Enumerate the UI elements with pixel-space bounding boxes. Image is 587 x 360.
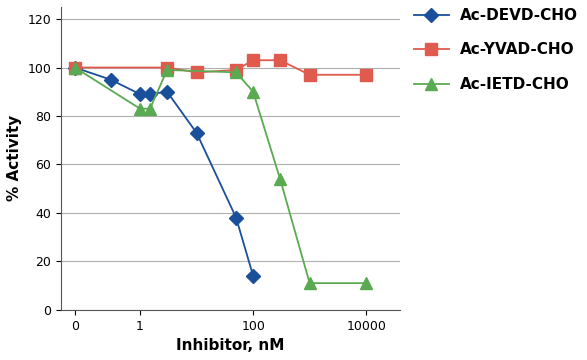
Legend: Ac-DEVD-CHO, Ac-YVAD-CHO, Ac-IETD-CHO: Ac-DEVD-CHO, Ac-YVAD-CHO, Ac-IETD-CHO (414, 8, 578, 92)
X-axis label: Inhibitor, nM: Inhibitor, nM (177, 338, 285, 353)
Y-axis label: % Activity: % Activity (7, 115, 22, 202)
